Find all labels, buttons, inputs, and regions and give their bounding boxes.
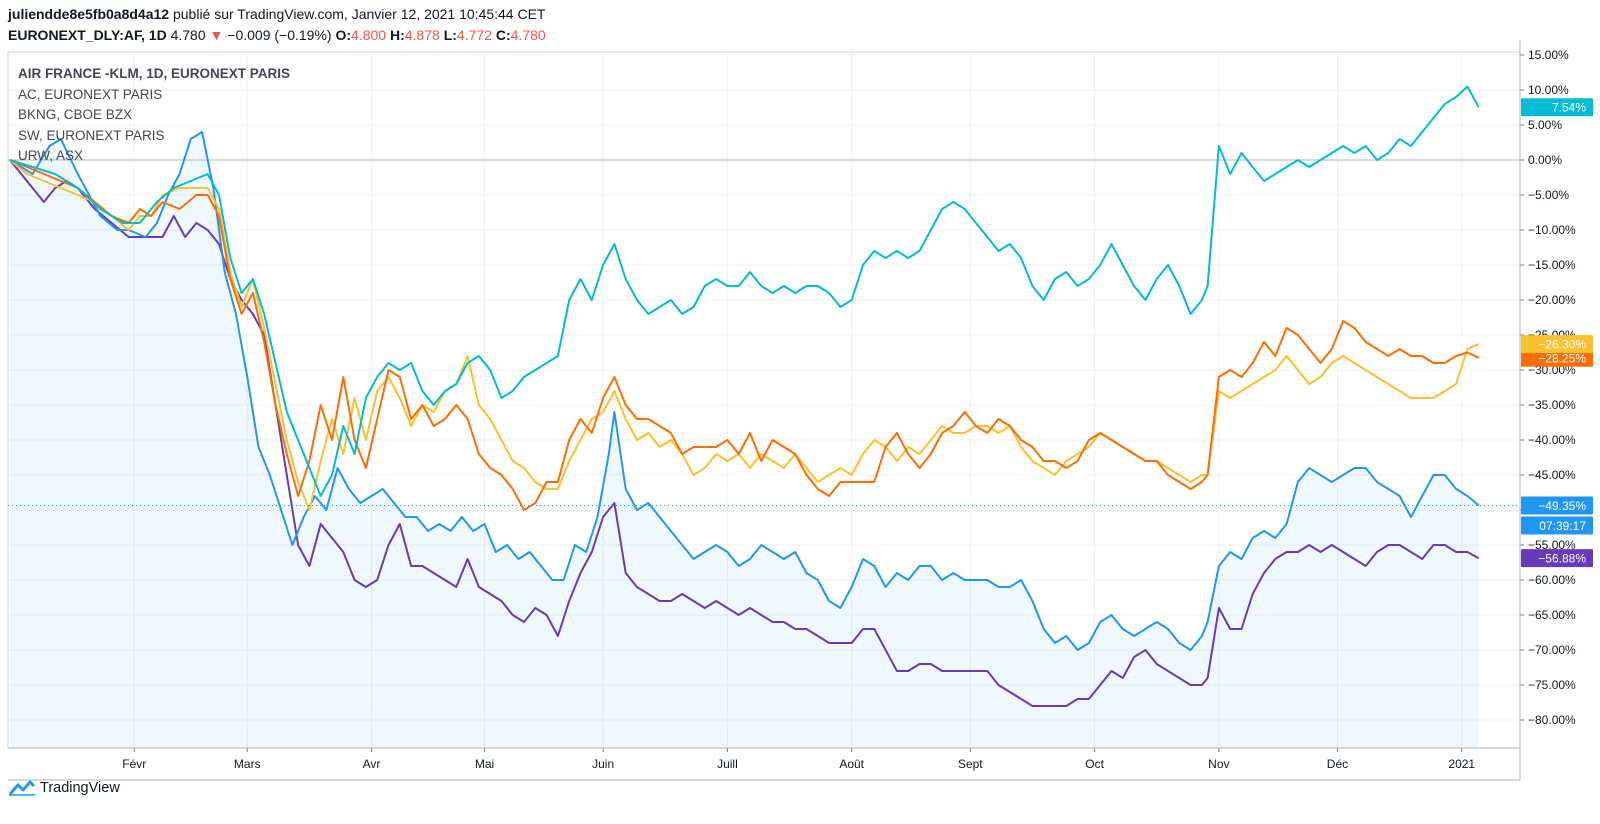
y-tick-label: 10.00% [1528,83,1569,97]
y-tick-label: −45.00% [1528,468,1576,482]
last-value-badge-sw [1521,335,1593,354]
x-tick-label: Sept [958,757,983,771]
low-label: L: [443,27,457,43]
last-value-label-af: −49.35% [1538,499,1586,513]
series-legend: AIR FRANCE -KLM, 1D, EURONEXT PARIS AC, … [18,64,290,167]
last-value-label-sw: −26.30% [1538,338,1586,352]
last-value-badge-bkng [1521,98,1593,117]
low-value: 4.772 [456,27,492,43]
last-value-badge-ac [1521,348,1593,367]
legend-item-bkng[interactable]: BKNG, CBOE BZX [18,107,133,122]
y-tick-label: −20.00% [1528,293,1576,307]
last-price: 4.780 [170,27,206,43]
x-tick-label: Août [839,757,864,771]
x-tick-label: Mai [475,757,494,771]
y-tick-label: −15.00% [1528,258,1576,272]
x-tick-label: 2021 [1448,757,1475,771]
x-tick-label: Mars [234,757,261,771]
y-tick-label: −10.00% [1528,223,1576,237]
y-tick-label: −5.00% [1528,188,1569,202]
high-value: 4.878 [404,27,440,43]
tradingview-cloud-logo-icon [8,780,36,796]
series-line-bkng[interactable] [9,85,1480,497]
legend-item-af[interactable]: AIR FRANCE -KLM, 1D, EURONEXT PARIS [18,66,291,81]
publish-text: publié sur TradingView.com, Janvier 12, … [172,6,546,22]
close-value: 4.780 [510,27,546,43]
legend-item-sw[interactable]: SW, EURONEXT PARIS [18,127,165,143]
y-tick-label: −65.00% [1528,608,1576,622]
plot-area[interactable] [7,51,1521,749]
y-tick-label: −60.00% [1528,573,1576,587]
x-tick-label: Juin [592,757,614,771]
y-tick-label: −55.00% [1528,538,1576,552]
y-tick-label: −70.00% [1528,643,1576,657]
legend-item-urw[interactable]: URW, ASX [18,148,84,163]
y-tick-label: −35.00% [1528,398,1576,412]
high-label: H: [389,27,405,43]
symbol-name: EURONEXT_DLY:AF, 1D [8,27,167,43]
x-tick-label: Déc [1327,757,1348,771]
symbol-info: EURONEXT_DLY:AF, 1D 4.780 ▼ −0.009 (−0.1… [8,27,546,43]
y-tick-label: 5.00% [1528,118,1562,132]
y-tick-label: −75.00% [1528,678,1576,692]
x-tick-label: Avr [363,757,381,771]
legend-item-ac[interactable]: AC, EURONEXT PARIS [18,86,163,102]
last-value-badge-af [1521,496,1593,515]
x-tick-label: Oct [1085,757,1104,771]
series-area-af [10,132,1479,748]
time-badge [1521,516,1593,535]
x-tick-label: Nov [1208,757,1229,771]
series-line-af[interactable] [9,131,1480,651]
y-tick-label: −80.00% [1528,713,1576,727]
series-line-sw[interactable] [9,159,1480,511]
author-name: juliendde8e5fb0a8d4a12 [8,6,170,22]
x-tick-label: Juill [717,757,738,771]
publish-info: juliendde8e5fb0a8d4a12 publié sur Tradin… [8,6,546,22]
series-line-ac[interactable] [9,159,1480,511]
x-tick-label: Févr [122,757,146,771]
last-value-badge-urw [1521,549,1593,568]
last-value-label-urw: −56.88% [1538,552,1586,566]
last-value-label-ac: −28.25% [1538,351,1586,365]
close-label: C: [495,27,511,43]
y-tick-label: 15.00% [1528,48,1569,62]
open-value: 4.800 [351,27,387,43]
y-tick-label: 0.00% [1528,153,1562,167]
brand-name: TradingView [40,780,120,796]
last-value-label-bkng: 7.54% [1552,101,1586,115]
series-line-urw[interactable] [9,159,1480,707]
down-arrow-icon: ▼ [209,27,224,43]
time-badge-label: 07:39:17 [1539,519,1586,533]
open-label: O: [335,27,352,43]
tradingview-brand[interactable]: TradingView [8,780,120,796]
y-tick-label: −40.00% [1528,433,1576,447]
price-change: −0.009 (−0.19%) [227,27,332,43]
